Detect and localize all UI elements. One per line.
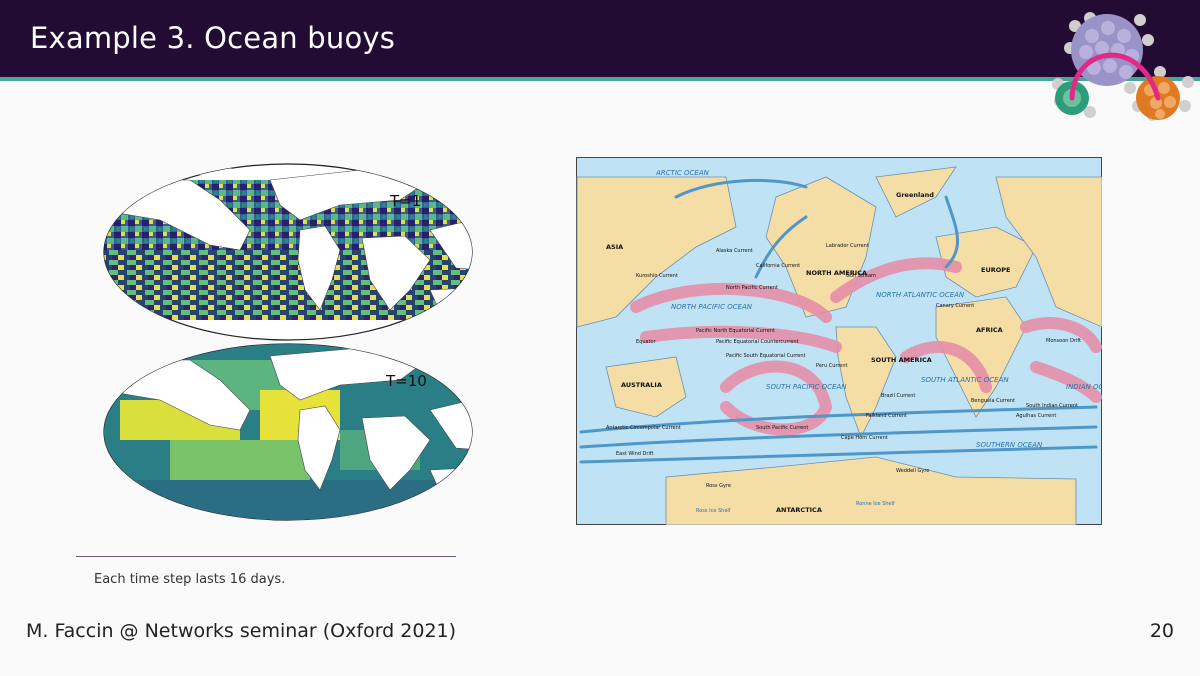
label-california-current: California Current xyxy=(756,263,800,269)
label-south-atlantic: SOUTH ATLANTIC OCEAN xyxy=(921,376,1009,384)
label-south-pacific: SOUTH PACIFIC OCEAN xyxy=(766,383,847,391)
label-equator: Equator xyxy=(636,339,657,345)
label-east-wind-drift: East Wind Drift xyxy=(616,451,654,457)
t10-label: T=10 xyxy=(385,372,427,390)
title-bar: Example 3. Ocean buoys xyxy=(0,0,1200,77)
label-kuroshio-current: Kuroshio Current xyxy=(636,273,678,279)
label-pacific-equatorial-countercurrent: Pacific Equatorial Countercurrent xyxy=(716,339,799,345)
label-greenland: Greenland xyxy=(896,191,934,199)
footnote-rule xyxy=(76,556,456,557)
t1-label: T=1 xyxy=(389,192,421,210)
label-southern-ocean: SOUTHERN OCEAN xyxy=(976,441,1043,449)
label-benguela-current: Benguela Current xyxy=(971,398,1015,404)
label-ross-gyre: Ross Gyre xyxy=(706,483,731,489)
ocean-currents-map: ARCTIC OCEAN NORTH PACIFIC OCEAN SOUTH P… xyxy=(576,157,1102,525)
label-cape-horn-current: Cape Horn Current xyxy=(841,435,888,441)
label-north-pacific: NORTH PACIFIC OCEAN xyxy=(671,303,753,311)
label-monsoon-drift: Monsoon Drift xyxy=(1046,338,1081,344)
label-antarctica: ANTARCTICA xyxy=(776,506,822,514)
label-alaska-current: Alaska Current xyxy=(716,248,753,254)
label-north-pacific-current: North Pacific Current xyxy=(726,285,778,291)
buoy-maps-figure: T=1 T=10 xyxy=(103,163,473,521)
label-north-atlantic: NORTH ATLANTIC OCEAN xyxy=(876,291,965,299)
label-weddell-gyre: Weddell Gyre xyxy=(896,468,929,474)
footer-author: M. Faccin @ Networks seminar (Oxford 202… xyxy=(26,620,457,642)
slide-title: Example 3. Ocean buoys xyxy=(30,21,396,55)
label-agulhas-current: Agulhas Current xyxy=(1016,413,1056,419)
label-australia: AUSTRALIA xyxy=(621,381,662,389)
label-pacific-south-equatorial: Pacific South Equatorial Current xyxy=(726,353,805,359)
label-peru-current: Peru Current xyxy=(816,363,848,369)
label-antarctic-circumpolar: Antarctic Circumpolar Current xyxy=(606,425,681,431)
label-gulf-stream: Gulf Stream xyxy=(846,273,876,279)
label-indian-ocean: INDIAN OCEAN xyxy=(1066,383,1102,391)
label-europe: EUROPE xyxy=(981,266,1010,274)
label-pacific-north-equatorial: Pacific North Equatorial Current xyxy=(696,328,775,334)
label-asia: ASIA xyxy=(606,243,623,251)
footnote-text: Each time step lasts 16 days. xyxy=(94,572,286,587)
label-ronne-ice-shelf: Ronne Ice Shelf xyxy=(856,501,895,507)
buoy-map-t10: T=10 xyxy=(103,343,473,521)
network-logo-icon xyxy=(1052,12,1194,121)
label-canary-current: Canary Current xyxy=(936,303,974,309)
buoy-map-t1: T=1 xyxy=(103,163,473,341)
label-brazil-current: Brazil Current xyxy=(881,393,915,399)
label-north-america: NORTH AMERICA xyxy=(806,269,867,277)
page-number: 20 xyxy=(1149,620,1174,642)
label-ross-ice-shelf: Ross Ice Shelf xyxy=(696,508,731,514)
title-underline xyxy=(0,77,1200,81)
label-labrador-current: Labrador Current xyxy=(826,243,869,249)
label-arctic-ocean: ARCTIC OCEAN xyxy=(655,169,710,177)
label-south-indian-current: South Indian Current xyxy=(1026,403,1078,409)
label-africa: AFRICA xyxy=(976,326,1003,334)
label-south-pacific-current: South Pacific Current xyxy=(756,425,808,431)
label-south-america: SOUTH AMERICA xyxy=(871,356,932,364)
label-falkland-current: Falkland Current xyxy=(866,413,907,419)
